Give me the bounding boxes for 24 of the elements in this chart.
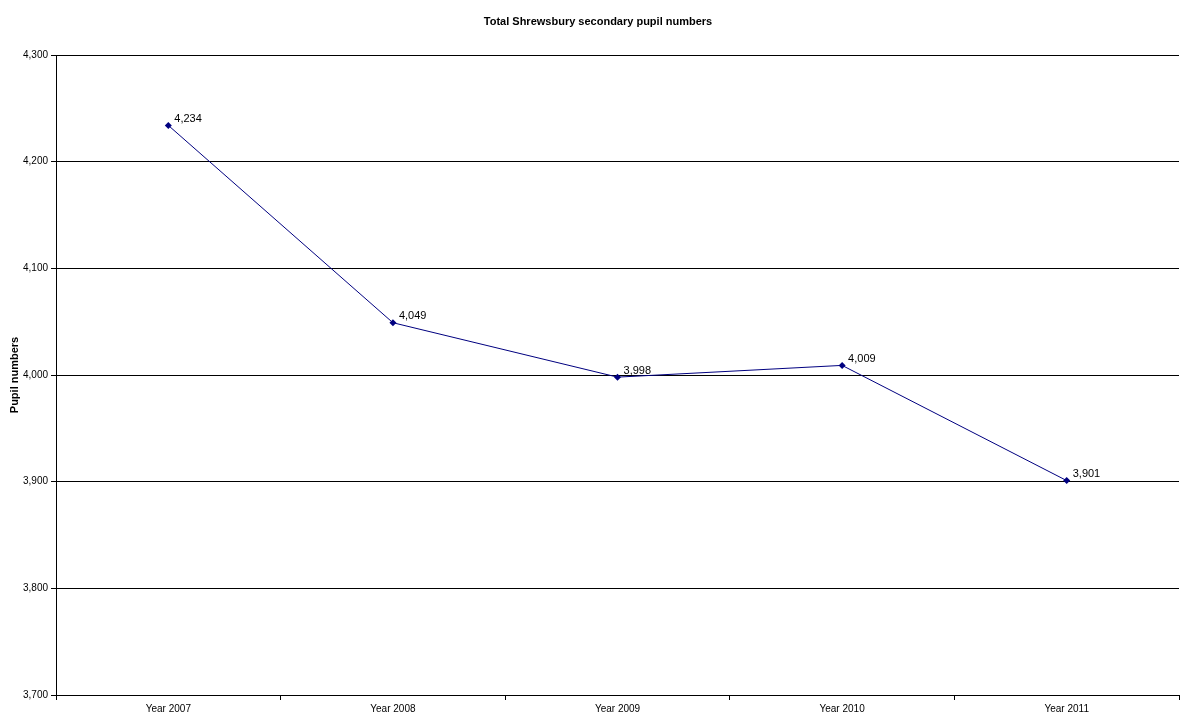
point [1063, 477, 1071, 485]
y-tick-label: 3,700 [22, 688, 49, 700]
x-tick-label: Year 2011 [1044, 702, 1090, 714]
x-tick-label: Year 2009 [594, 702, 641, 714]
point [389, 319, 397, 327]
y-tick-label: 4,300 [22, 48, 49, 60]
data-label: 4,234 [174, 111, 202, 124]
y-tick-label: 4,200 [22, 155, 49, 167]
data-label: 3,901 [1072, 467, 1101, 480]
data-label: 4,009 [848, 351, 876, 364]
x-tick-label: Year 2008 [370, 702, 416, 714]
point [164, 121, 172, 129]
y-tick-label: 3,800 [22, 582, 49, 594]
y-axis-title: Pupil numbers [8, 336, 21, 414]
y-tick-label: 3,900 [22, 475, 49, 487]
y-tick-label: 4,100 [22, 262, 49, 274]
data-label: 4,049 [398, 309, 427, 322]
x-tick-label: Year 2007 [145, 702, 192, 714]
point [838, 361, 846, 369]
x-tick-label: Year 2010 [819, 702, 866, 714]
y-tick-label: 4,000 [22, 368, 49, 380]
data-label: 3,998 [623, 363, 652, 376]
chart-title: Total Shrewsbury secondary pupil numbers [483, 15, 713, 28]
point [614, 373, 622, 381]
